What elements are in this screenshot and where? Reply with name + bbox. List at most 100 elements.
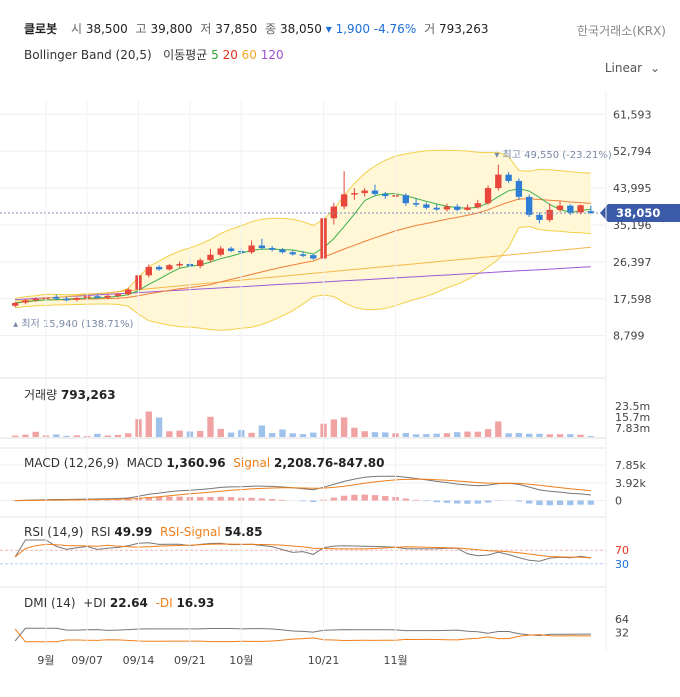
rsi-signal-value: 54.85 [224,525,263,539]
x-tick-label: 10월 [229,654,253,667]
candle-body [577,205,584,213]
macd-histogram-bar [423,500,430,502]
candle-body [443,206,451,210]
macd-value: 1,360.96 [166,456,226,470]
candle-body [73,297,81,300]
close-label: 종 [265,22,277,36]
candle [536,212,543,224]
candle-body [53,297,60,299]
high-value: 39,800 [150,22,193,36]
macd-signal-label: Signal [233,456,271,470]
candle-body [330,206,338,219]
max-price-annotation: ▾ 최고 49,550 (-23.21%) [494,149,612,161]
volume-bar [166,431,173,437]
rsi-label: RSI [91,525,111,539]
candle [94,294,101,299]
macd-histogram-bar [474,500,481,504]
macd-histogram-bar [382,496,389,501]
dmi-title: DMI (14) [24,596,76,610]
candle [197,258,204,269]
candle [104,294,111,300]
x-tick-label: 09/07 [71,654,103,667]
volume-panel-title: 거래량 793,263 [24,386,116,403]
candle-body [11,302,19,306]
candle [63,296,70,302]
macd-histogram-bar [454,500,461,504]
candle [73,297,81,302]
volume-bar [104,435,111,437]
bollinger-label[interactable]: Bollinger Band (20,5) [24,48,152,62]
volume-bar [32,431,39,437]
macd-histogram-bar [484,500,492,503]
macd-histogram-bar [176,496,183,501]
volume-bar [402,432,409,437]
candle [454,204,461,212]
candle [299,251,307,258]
price-tick-label: 61,593 [613,108,652,121]
candle [484,185,492,205]
candle [268,245,276,252]
candle [433,204,440,211]
rsi-signal-label: RSI-Signal [159,525,221,539]
volume-bar [567,434,574,437]
candle-body [104,295,111,298]
x-tick-label: 9월 [37,654,54,667]
macd-signal-line [15,478,591,502]
price-tick-label: 35,196 [613,219,652,232]
macd-histogram-bar [125,499,132,501]
volume-label: 거 [424,22,436,36]
macd-histogram-bar [536,500,543,506]
candle [371,184,379,197]
candle-body [546,209,553,220]
volume-bar [227,432,235,437]
candle-body [371,190,379,194]
pdi-label: +DI [83,596,107,610]
candle [145,264,152,278]
candle [258,238,266,250]
price-tick-label: 52,794 [613,145,652,158]
candle-body [268,248,276,250]
low-label: 저 [200,22,212,36]
ma120-label: 120 [260,48,284,62]
indicator-legend: Bollinger Band (20,5) 이동평균 5 20 60 120 [24,46,284,63]
candle-body [536,214,543,220]
macd-histogram-bar [515,500,523,502]
rsi-value: 49.99 [114,525,153,539]
volume-bar [371,432,379,437]
macd-histogram-bar [197,497,204,501]
volume-bar [258,425,266,437]
candle [340,171,348,210]
x-tick-label: 09/21 [174,654,206,667]
macd-histogram-bar [361,494,368,501]
volume-bar [361,431,368,437]
macd-histogram-bar [525,500,533,504]
candle [32,297,39,302]
volume-bar [22,434,29,437]
candle-body [289,252,296,255]
volume-bar [207,416,214,437]
scale-dropdown[interactable]: Linear ⌄ [605,61,660,75]
price-tick-label: 43,995 [613,182,652,195]
candle-body [556,205,564,210]
candle-body [207,254,214,261]
candle-body [63,298,70,301]
candle [361,188,368,197]
ma60-label: 60 [241,48,257,62]
macd-tick-label: 3.92k [615,477,646,490]
macd-histogram-bar [94,499,101,501]
macd-histogram-bar [145,497,152,501]
candle [495,164,502,191]
candle [53,294,60,301]
candle [567,204,574,215]
candle-body [464,207,471,210]
volume-value: 793,263 [438,22,489,36]
macd-histogram-bar [443,500,451,503]
candle-body [474,203,481,208]
moving-average-label[interactable]: 이동평균 [163,48,208,62]
volume-bar [474,431,481,437]
macd-histogram-bar [227,497,235,501]
candle-body [423,204,430,208]
candle-body [258,245,266,249]
candle-body [32,298,39,301]
